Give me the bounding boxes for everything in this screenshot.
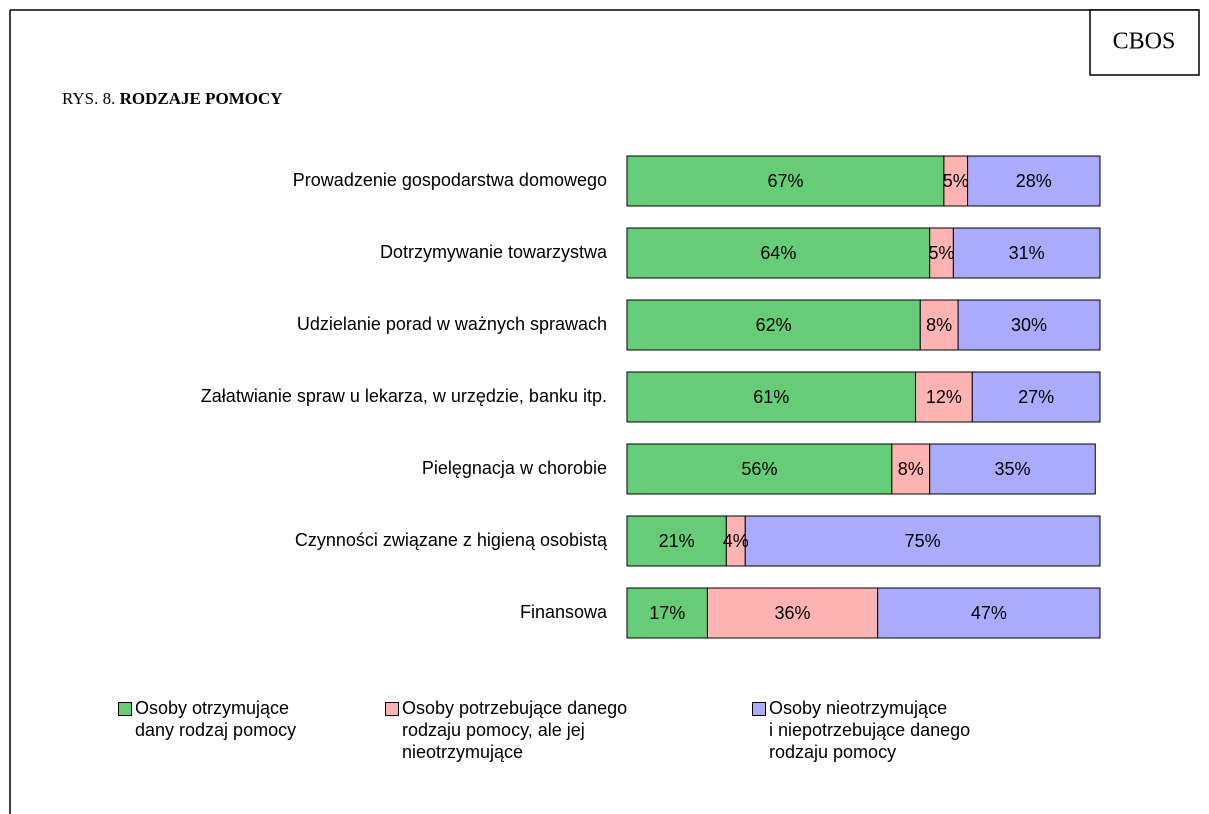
data-label: 35% [994,459,1030,479]
data-label: 47% [971,603,1007,623]
data-label: 64% [760,243,796,263]
data-label: 30% [1011,315,1047,335]
category-label: Czynności związane z higieną osobistą [295,530,608,550]
data-label: 5% [943,171,969,191]
bar-segment [626,515,727,567]
legend-label: Osoby nieotrzymujące i niepotrzebujące d… [769,698,971,762]
bar-segment [626,371,917,423]
figure-label: RYS. 8. [62,89,115,108]
category-label: Pielęgnacja w chorobie [422,458,607,478]
brand-box [1089,9,1200,76]
data-label: 67% [767,171,803,191]
bar-segment [626,227,931,279]
legend-label: Osoby otrzymujące dany rodzaj pomocy [135,698,297,740]
data-label: 27% [1018,387,1054,407]
category-label: Prowadzenie gospodarstwa domowego [293,170,607,190]
data-label: 36% [775,603,811,623]
bar-segment [626,443,893,495]
legend-swatch [118,702,132,716]
title: RODZAJE POMOCY [120,89,283,108]
data-label: 12% [926,387,962,407]
brand: CBOS [1113,29,1176,55]
data-label: 56% [741,459,777,479]
bar-segment [626,155,945,207]
data-label: 17% [649,603,685,623]
bar-segment [957,299,1101,351]
bar-segment [952,227,1101,279]
bar-segment [929,443,1096,495]
bar-segment [626,299,921,351]
category-label: Dotrzymywanie towarzystwa [380,242,608,262]
data-label: 31% [1009,243,1045,263]
bar-segment [744,515,1101,567]
bar-segment [971,371,1101,423]
data-label: 5% [929,243,955,263]
data-label: 61% [753,387,789,407]
category-label: Załatwianie spraw u lekarza, w urzędzie,… [201,386,607,406]
data-label: 62% [756,315,792,335]
category-label: Udzielanie porad w ważnych sprawach [297,314,607,334]
category-label: Finansowa [520,602,608,622]
bar-segment [706,587,879,639]
chart-title: RYS. 8. RODZAJE POMOCY [62,89,283,108]
data-label: 28% [1016,171,1052,191]
bar-segment [891,443,931,495]
legend-swatch [752,702,766,716]
bar-segment [967,155,1101,207]
data-label: 4% [723,531,749,551]
data-label: 8% [926,315,952,335]
data-label: 8% [898,459,924,479]
legend-swatch [385,702,399,716]
legend-label: Osoby potrzebujące danego rodzaju pomocy… [402,698,628,762]
data-label: 21% [659,531,695,551]
bar-segment [626,587,708,639]
data-label: 75% [905,531,941,551]
bar-segment [877,587,1101,639]
bar-segment [919,299,959,351]
